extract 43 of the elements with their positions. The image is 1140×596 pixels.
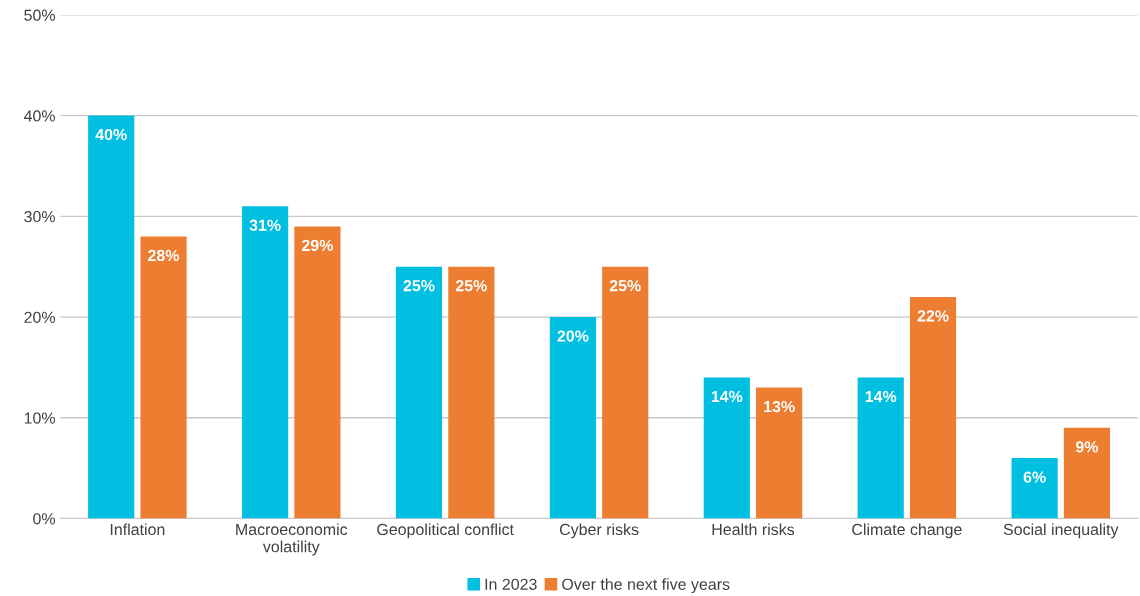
data-label: 31% bbox=[249, 219, 281, 231]
x-tick-label: Inflation bbox=[110, 523, 165, 536]
y-tick-label: 40% bbox=[23, 110, 55, 122]
bar bbox=[88, 115, 135, 519]
data-label: 20% bbox=[557, 330, 589, 342]
data-label: 29% bbox=[302, 239, 333, 252]
bar bbox=[1011, 458, 1058, 519]
data-label: 22% bbox=[917, 310, 949, 322]
bar bbox=[602, 266, 649, 519]
y-tick-label: 0% bbox=[33, 513, 55, 525]
y-tick-label: 30% bbox=[24, 210, 55, 223]
data-label: 13% bbox=[764, 400, 795, 413]
bar bbox=[703, 377, 750, 519]
bar bbox=[756, 387, 803, 519]
bar bbox=[448, 266, 495, 519]
data-label: 9% bbox=[1075, 441, 1099, 453]
legend-label: In 2023 bbox=[485, 578, 537, 590]
data-label: 6% bbox=[1023, 471, 1046, 483]
data-label: 25% bbox=[403, 280, 435, 292]
bar bbox=[857, 377, 904, 519]
bar bbox=[140, 236, 187, 519]
x-tick-label: Macroeconomic volatility bbox=[236, 523, 348, 556]
x-tick-label: Climate change bbox=[852, 523, 962, 539]
x-tick-label: Health risks bbox=[712, 523, 795, 536]
x-tick-label: Geopolitical conflict bbox=[377, 523, 514, 539]
bar bbox=[242, 206, 289, 519]
data-label: 14% bbox=[865, 390, 897, 403]
y-tick-label: 50% bbox=[24, 9, 55, 21]
y-tick-label: 10% bbox=[24, 412, 55, 424]
data-label: 25% bbox=[455, 280, 487, 292]
data-label: 40% bbox=[95, 128, 127, 141]
bar bbox=[1063, 427, 1111, 519]
data-label: 25% bbox=[609, 280, 641, 292]
bar bbox=[549, 317, 596, 519]
bar bbox=[395, 266, 443, 519]
bar bbox=[294, 226, 341, 519]
data-label: 28% bbox=[148, 249, 180, 262]
y-tick-label: 20% bbox=[24, 311, 55, 324]
data-label: 14% bbox=[711, 390, 743, 403]
legend-label: Over the next five years bbox=[562, 578, 730, 594]
x-tick-label: Social inequality bbox=[1003, 523, 1119, 539]
bar bbox=[909, 296, 957, 519]
x-tick-label: Cyber risks bbox=[559, 523, 639, 539]
